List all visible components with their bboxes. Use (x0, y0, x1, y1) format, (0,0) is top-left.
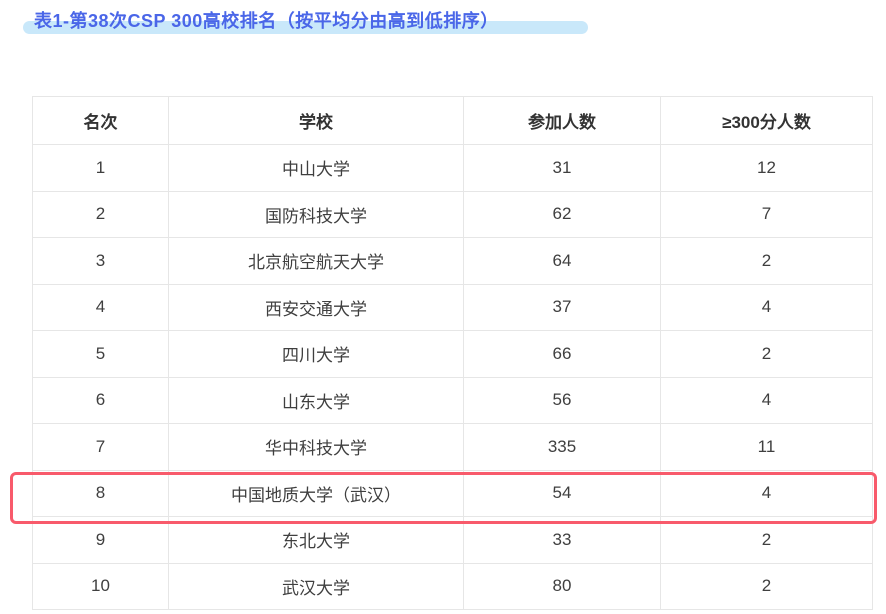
cell-rank: 2 (32, 190, 169, 238)
cell-rank: 10 (32, 562, 169, 610)
cell-rank: 9 (32, 516, 169, 564)
table-row: 3 北京航空航天大学 64 2 (32, 237, 873, 285)
cell-school: 东北大学 (168, 516, 464, 564)
table-row: 9 东北大学 33 2 (32, 516, 873, 564)
cell-rank: 8 (32, 469, 169, 517)
header-col-rank: 名次 (32, 96, 169, 145)
cell-participants: 62 (463, 190, 661, 238)
table-row: 7 华中科技大学 335 11 (32, 423, 873, 471)
cell-above-300: 4 (660, 469, 873, 517)
cell-school: 四川大学 (168, 330, 464, 378)
ranking-table: 名次 学校 参加人数 ≥300分人数 1 中山大学 31 12 2 国防科技大学 62 7 3 北京航空… (32, 96, 873, 610)
table-row-highlighted: 8 中国地质大学（武汉） 54 4 (32, 469, 873, 517)
cell-above-300: 4 (660, 283, 873, 331)
cell-rank: 7 (32, 423, 169, 471)
table-header-row: 名次 学校 参加人数 ≥300分人数 (32, 96, 873, 145)
cell-rank: 6 (32, 376, 169, 424)
page-title: 表1-第38次CSP 300高校排名（按平均分由高到低排序） (34, 11, 499, 31)
cell-school: 中国地质大学（武汉） (168, 469, 464, 517)
cell-school: 华中科技大学 (168, 423, 464, 471)
cell-participants: 64 (463, 237, 661, 285)
cell-rank: 1 (32, 144, 169, 192)
cell-above-300: 7 (660, 190, 873, 238)
cell-participants: 33 (463, 516, 661, 564)
table-row: 6 山东大学 56 4 (32, 376, 873, 424)
table-row: 1 中山大学 31 12 (32, 144, 873, 192)
header-col-school: 学校 (168, 96, 464, 145)
cell-school: 北京航空航天大学 (168, 237, 464, 285)
cell-school: 中山大学 (168, 144, 464, 192)
cell-above-300: 2 (660, 562, 873, 610)
table-row: 2 国防科技大学 62 7 (32, 190, 873, 238)
cell-above-300: 2 (660, 516, 873, 564)
cell-participants: 31 (463, 144, 661, 192)
cell-participants: 56 (463, 376, 661, 424)
cell-participants: 37 (463, 283, 661, 331)
cell-rank: 4 (32, 283, 169, 331)
header-col-participants: 参加人数 (463, 96, 661, 145)
cell-above-300: 2 (660, 330, 873, 378)
cell-school: 国防科技大学 (168, 190, 464, 238)
cell-above-300: 4 (660, 376, 873, 424)
cell-school: 武汉大学 (168, 562, 464, 610)
header-col-above-300: ≥300分人数 (660, 96, 873, 145)
cell-rank: 5 (32, 330, 169, 378)
cell-participants: 54 (463, 469, 661, 517)
table-body: 1 中山大学 31 12 2 国防科技大学 62 7 3 北京航空航天大学 64 2 4 西安交通大学 37… (32, 144, 873, 610)
table-row: 10 武汉大学 80 2 (32, 562, 873, 610)
cell-above-300: 11 (660, 423, 873, 471)
cell-participants: 335 (463, 423, 661, 471)
cell-school: 西安交通大学 (168, 283, 464, 331)
cell-above-300: 2 (660, 237, 873, 285)
table-row: 5 四川大学 66 2 (32, 330, 873, 378)
cell-participants: 80 (463, 562, 661, 610)
cell-above-300: 12 (660, 144, 873, 192)
title-highlight-band (23, 21, 588, 34)
cell-rank: 3 (32, 237, 169, 285)
cell-participants: 66 (463, 330, 661, 378)
cell-school: 山东大学 (168, 376, 464, 424)
table-row: 4 西安交通大学 37 4 (32, 283, 873, 331)
